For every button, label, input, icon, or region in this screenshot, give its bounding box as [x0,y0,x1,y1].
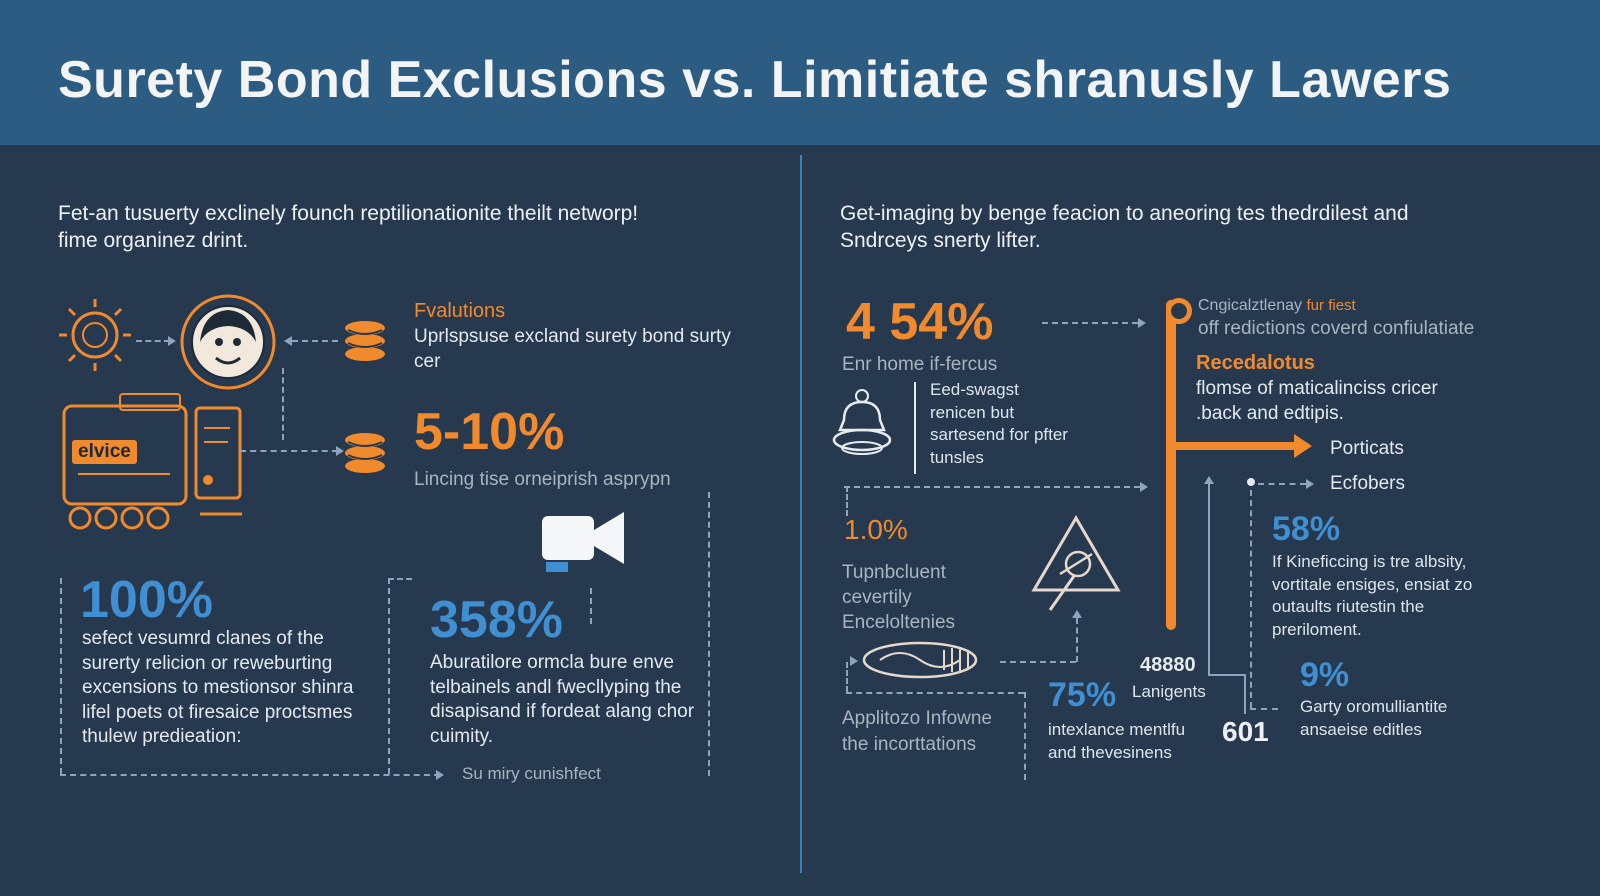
connector [1208,484,1210,674]
stat-75-value: 75% [1048,676,1117,714]
evolutions-heading: Fvalutions [414,300,506,322]
device-label: elvice [72,440,137,464]
frame-line [590,588,592,624]
stat-100-text: sefect vesumrd clanes of the surerty rel… [82,628,354,747]
coin-stack-icon [345,321,385,361]
device-icon [62,393,242,530]
stat-454-value: 4 54% [846,293,994,351]
connector [282,368,284,440]
orange-flow-branch [1170,442,1296,450]
evolutions-text: Uprlspsuse excland surety bond surty cer [414,326,731,372]
orange-flow-line [1166,300,1176,630]
video-camera-icon [542,512,624,572]
center-divider [800,155,802,873]
num-48880-value: 48880 [1140,654,1196,676]
warning-triangle-icon [1031,515,1121,611]
num-601: 601 [1222,716,1269,747]
bell-icon [832,389,892,455]
frame-line [1250,490,1252,708]
frame-line [388,578,412,580]
stat-358-value: 358% [430,591,563,649]
stat-9-value: 9% [1300,656,1350,694]
arrow-icon [284,336,292,346]
stat-5-10-caption: Lincing tise orneiprish asprypn [414,469,671,490]
frame-line [708,492,710,776]
top-right-line1: Cngicalztlenay fur fiest [1198,297,1356,314]
orange-arrow-icon [1294,434,1312,458]
stat-100-value: 100% [80,571,213,629]
frame-line [846,662,848,692]
arrow-icon [1138,318,1146,328]
stat-9-text: Garty oromulliantite ansaeise editles [1300,697,1448,739]
top-right-line2: off redictions coverd confiulatiate [1198,318,1475,339]
node-dot [1247,478,1255,486]
frame-line [1024,692,1026,780]
stat-454-caption: Enr home if-fercus [842,354,998,375]
frame-line [846,692,1024,694]
left-intro: Fet-an tusuerty exclinely founch reptili… [58,202,639,252]
connector [1000,661,1076,663]
connector [1042,322,1138,324]
porticats-label: Porticats [1330,438,1404,459]
stat-75-text: intexlance mentlfu and thevesinens [1048,720,1186,762]
arrow-icon [1140,482,1148,492]
recedalotus-heading: Recedalotus [1196,352,1315,374]
arrow-icon [336,446,344,456]
connector [844,486,1140,488]
connector [1076,618,1078,662]
page-title: Surety Bond Exclusions vs. Limitiate shr… [58,51,1452,109]
connector [846,486,848,516]
portrait-icon [180,294,276,390]
connector [292,340,338,342]
capsule-icon [862,641,978,679]
connector [240,450,338,452]
bottom-left-text: Applitozo Infowne the incorttations [842,708,992,755]
frame-line [60,774,440,776]
stat-358-text: Aburatilore ormcla bure enve telbainels … [430,652,695,747]
flow-node [1166,298,1192,324]
footer-note: Su miry cunishfect [462,764,601,783]
header-banner [0,0,1600,145]
top-right-line1b: fur fiest [1306,297,1356,314]
connector [1244,674,1246,714]
sun-gear-icon [59,299,131,371]
stat-5-10-value: 5-10% [414,403,565,461]
frame-line [1250,708,1278,710]
num-48880-caption: Lanigents [1132,682,1206,701]
right-intro: Get-imaging by benge feacion to aneoring… [840,202,1409,252]
arrow-icon [168,336,176,346]
bell-text: Eed-swagst renicen but sartesend for pft… [930,380,1068,467]
connector [136,340,170,342]
stat-10-text: Tupnbcluent cevertily Enceloltenies [842,562,956,633]
connector [1258,483,1306,485]
arrow-icon [1306,479,1314,489]
frame-line [388,578,390,774]
frame-line [60,578,62,774]
arrow-icon [1072,610,1082,618]
separator [914,382,916,474]
ecfobers-label: Ecfobers [1330,473,1405,494]
connector [1208,674,1244,676]
stat-58-text: If Kineficcing is tre albsity, vortitale… [1272,552,1473,639]
stat-58-value: 58% [1272,510,1341,548]
coin-stack-icon [345,433,385,473]
arrow-icon [850,656,858,666]
arrow-icon [1204,476,1214,484]
arrow-icon [436,770,444,780]
recedalotus-text: flomse of maticalinciss cricer .back and… [1196,378,1438,424]
stat-10-value: 1.0% [844,514,908,545]
